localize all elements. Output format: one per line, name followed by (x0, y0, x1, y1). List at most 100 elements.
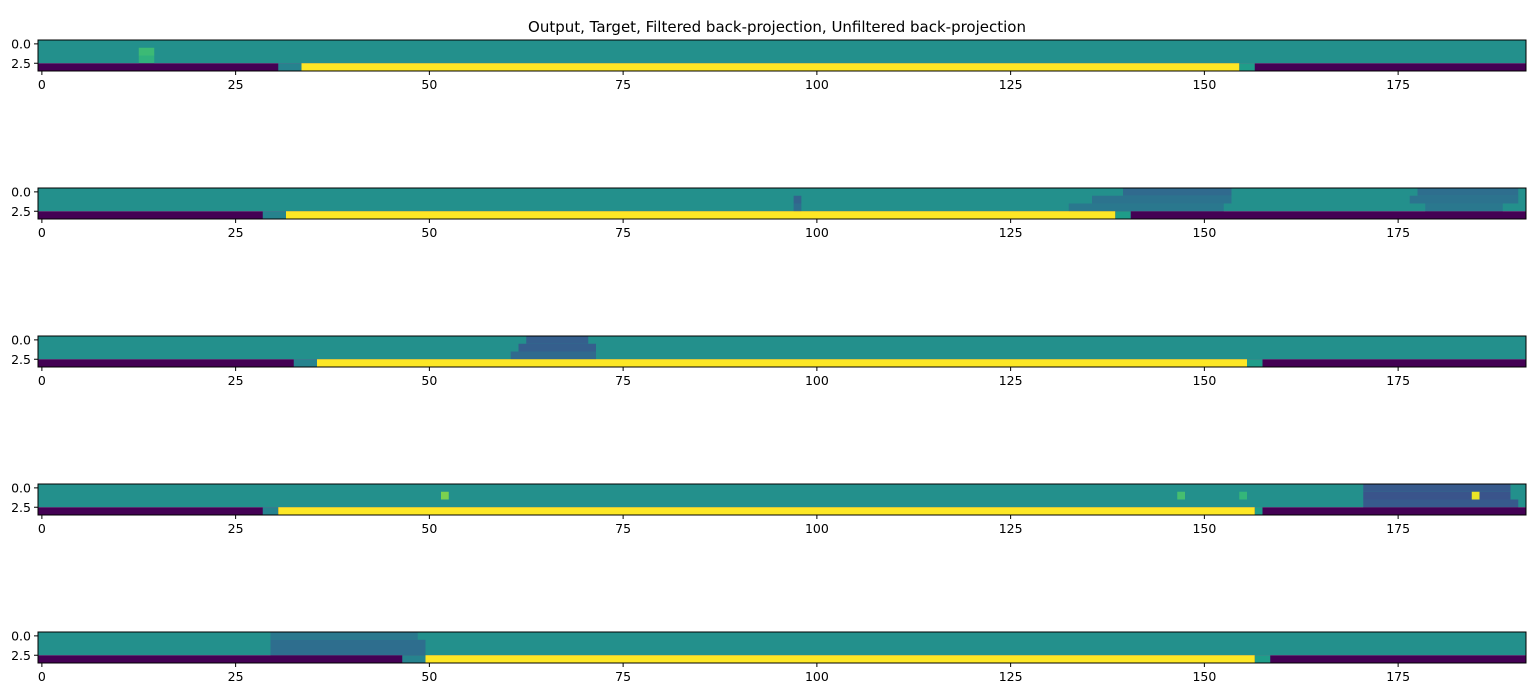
x-tick-label: 175 (1386, 373, 1410, 388)
x-tick-label: 50 (421, 521, 437, 536)
panels: 0 25 50 75 100 125 150 175 0.0 2.5 0 25 50 75 100 125 15… (11, 36, 1527, 684)
x-tick-label: 75 (615, 521, 631, 536)
x-tick-label: 150 (1192, 225, 1216, 240)
heatmap-cell (1363, 491, 1511, 500)
y-tick-label: 0.0 (11, 480, 31, 495)
figure-title: Output, Target, Filtered back-projection… (528, 18, 1026, 36)
y-tick-label: 0.0 (11, 628, 31, 643)
heatmap-cell (1363, 484, 1511, 492)
target-bar (278, 507, 1255, 515)
heatmap-cell (1239, 491, 1247, 500)
target-edge-left (262, 507, 279, 515)
y-tick-label: 2.5 (11, 648, 31, 663)
x-tick-label: 50 (421, 669, 437, 684)
heatmap-background (38, 632, 1526, 656)
x-tick-label: 25 (228, 225, 244, 240)
heatmap-panel-1: 0 25 50 75 100 125 150 175 0.0 2.5 (11, 36, 1527, 92)
x-tick-label: 100 (805, 373, 829, 388)
heatmap-cell (1092, 195, 1232, 204)
x-tick-label: 100 (805, 77, 829, 92)
heatmap-cell (1177, 491, 1185, 500)
x-tick-label: 25 (228, 77, 244, 92)
heatmap-panel-4: 0 25 50 75 100 125 150 175 0.0 2.5 (11, 480, 1527, 536)
axes-frame (37, 187, 1527, 220)
heatmap-cell (1417, 188, 1519, 196)
target-bar (425, 655, 1255, 663)
x-tick-label: 100 (805, 521, 829, 536)
x-tick-label: 25 (228, 373, 244, 388)
heatmap-panel-3: 0 25 50 75 100 125 150 175 0.0 2.5 (11, 332, 1527, 388)
heatmap-background (38, 188, 1526, 212)
x-tick-label: 125 (999, 373, 1023, 388)
target-edge-left (402, 655, 426, 663)
heatmap-cell (270, 632, 418, 640)
axes-frame (37, 335, 1527, 368)
x-tick-label: 75 (615, 373, 631, 388)
x-tick-label: 0 (38, 77, 46, 92)
target-edge-left (262, 211, 286, 219)
target-edge-left (293, 359, 317, 367)
x-tick-label: 125 (999, 225, 1023, 240)
target-edge-right (1254, 655, 1271, 663)
target-bar (317, 359, 1247, 367)
heatmap-cell (1123, 188, 1232, 196)
x-tick-label: 25 (228, 521, 244, 536)
target-edge-left (278, 63, 302, 71)
heatmap-cell (526, 336, 589, 344)
heatmap-background (38, 484, 1526, 508)
axes-frame (37, 39, 1527, 72)
x-tick-label: 150 (1192, 77, 1216, 92)
x-tick-label: 0 (38, 521, 46, 536)
axes-frame (37, 483, 1527, 516)
heatmap-cell (138, 47, 155, 56)
heatmap-cell (510, 351, 596, 360)
x-tick-label: 175 (1386, 225, 1410, 240)
heatmap-panel-5: 0 25 50 75 100 125 150 175 0.0 2.5 (11, 628, 1527, 684)
x-tick-label: 50 (421, 77, 437, 92)
heatmap-cell (138, 55, 155, 64)
y-tick-label: 0.0 (11, 36, 31, 51)
x-tick-label: 150 (1192, 669, 1216, 684)
heatmap-panel-2: 0 25 50 75 100 125 150 175 0.0 2.5 (11, 184, 1527, 240)
axes-frame (37, 631, 1527, 664)
y-tick-label: 2.5 (11, 352, 31, 367)
heatmap-cell (1471, 491, 1480, 500)
x-tick-label: 0 (38, 669, 46, 684)
x-tick-label: 0 (38, 373, 46, 388)
y-tick-label: 2.5 (11, 500, 31, 515)
x-tick-label: 75 (615, 77, 631, 92)
heatmap-background (38, 336, 1526, 360)
x-tick-label: 100 (805, 225, 829, 240)
y-tick-label: 2.5 (11, 56, 31, 71)
x-tick-label: 75 (615, 225, 631, 240)
x-tick-label: 150 (1192, 521, 1216, 536)
x-tick-label: 150 (1192, 373, 1216, 388)
heatmap-cell (1409, 195, 1519, 204)
heatmap-cell (270, 639, 426, 648)
heatmap-cell (1068, 203, 1224, 212)
heatmap-cell (1425, 203, 1503, 212)
x-tick-label: 125 (999, 669, 1023, 684)
x-tick-label: 175 (1386, 77, 1410, 92)
y-tick-label: 0.0 (11, 332, 31, 347)
heatmap-cell (441, 491, 449, 500)
x-tick-label: 50 (421, 225, 437, 240)
heatmap-cell (793, 203, 802, 212)
heatmap-cell (518, 343, 596, 352)
x-tick-label: 125 (999, 77, 1023, 92)
target-edge-right (1115, 211, 1131, 219)
y-tick-label: 0.0 (11, 184, 31, 199)
heatmap-background (38, 40, 1526, 64)
heatmap-cell (793, 195, 802, 204)
target-bar (301, 63, 1240, 71)
x-tick-label: 25 (228, 669, 244, 684)
y-tick-label: 2.5 (11, 204, 31, 219)
x-tick-label: 75 (615, 669, 631, 684)
target-edge-right (1247, 359, 1263, 367)
x-tick-label: 50 (421, 373, 437, 388)
heatmap-cell (270, 647, 426, 656)
x-tick-label: 0 (38, 225, 46, 240)
x-tick-label: 100 (805, 669, 829, 684)
x-tick-label: 175 (1386, 669, 1410, 684)
